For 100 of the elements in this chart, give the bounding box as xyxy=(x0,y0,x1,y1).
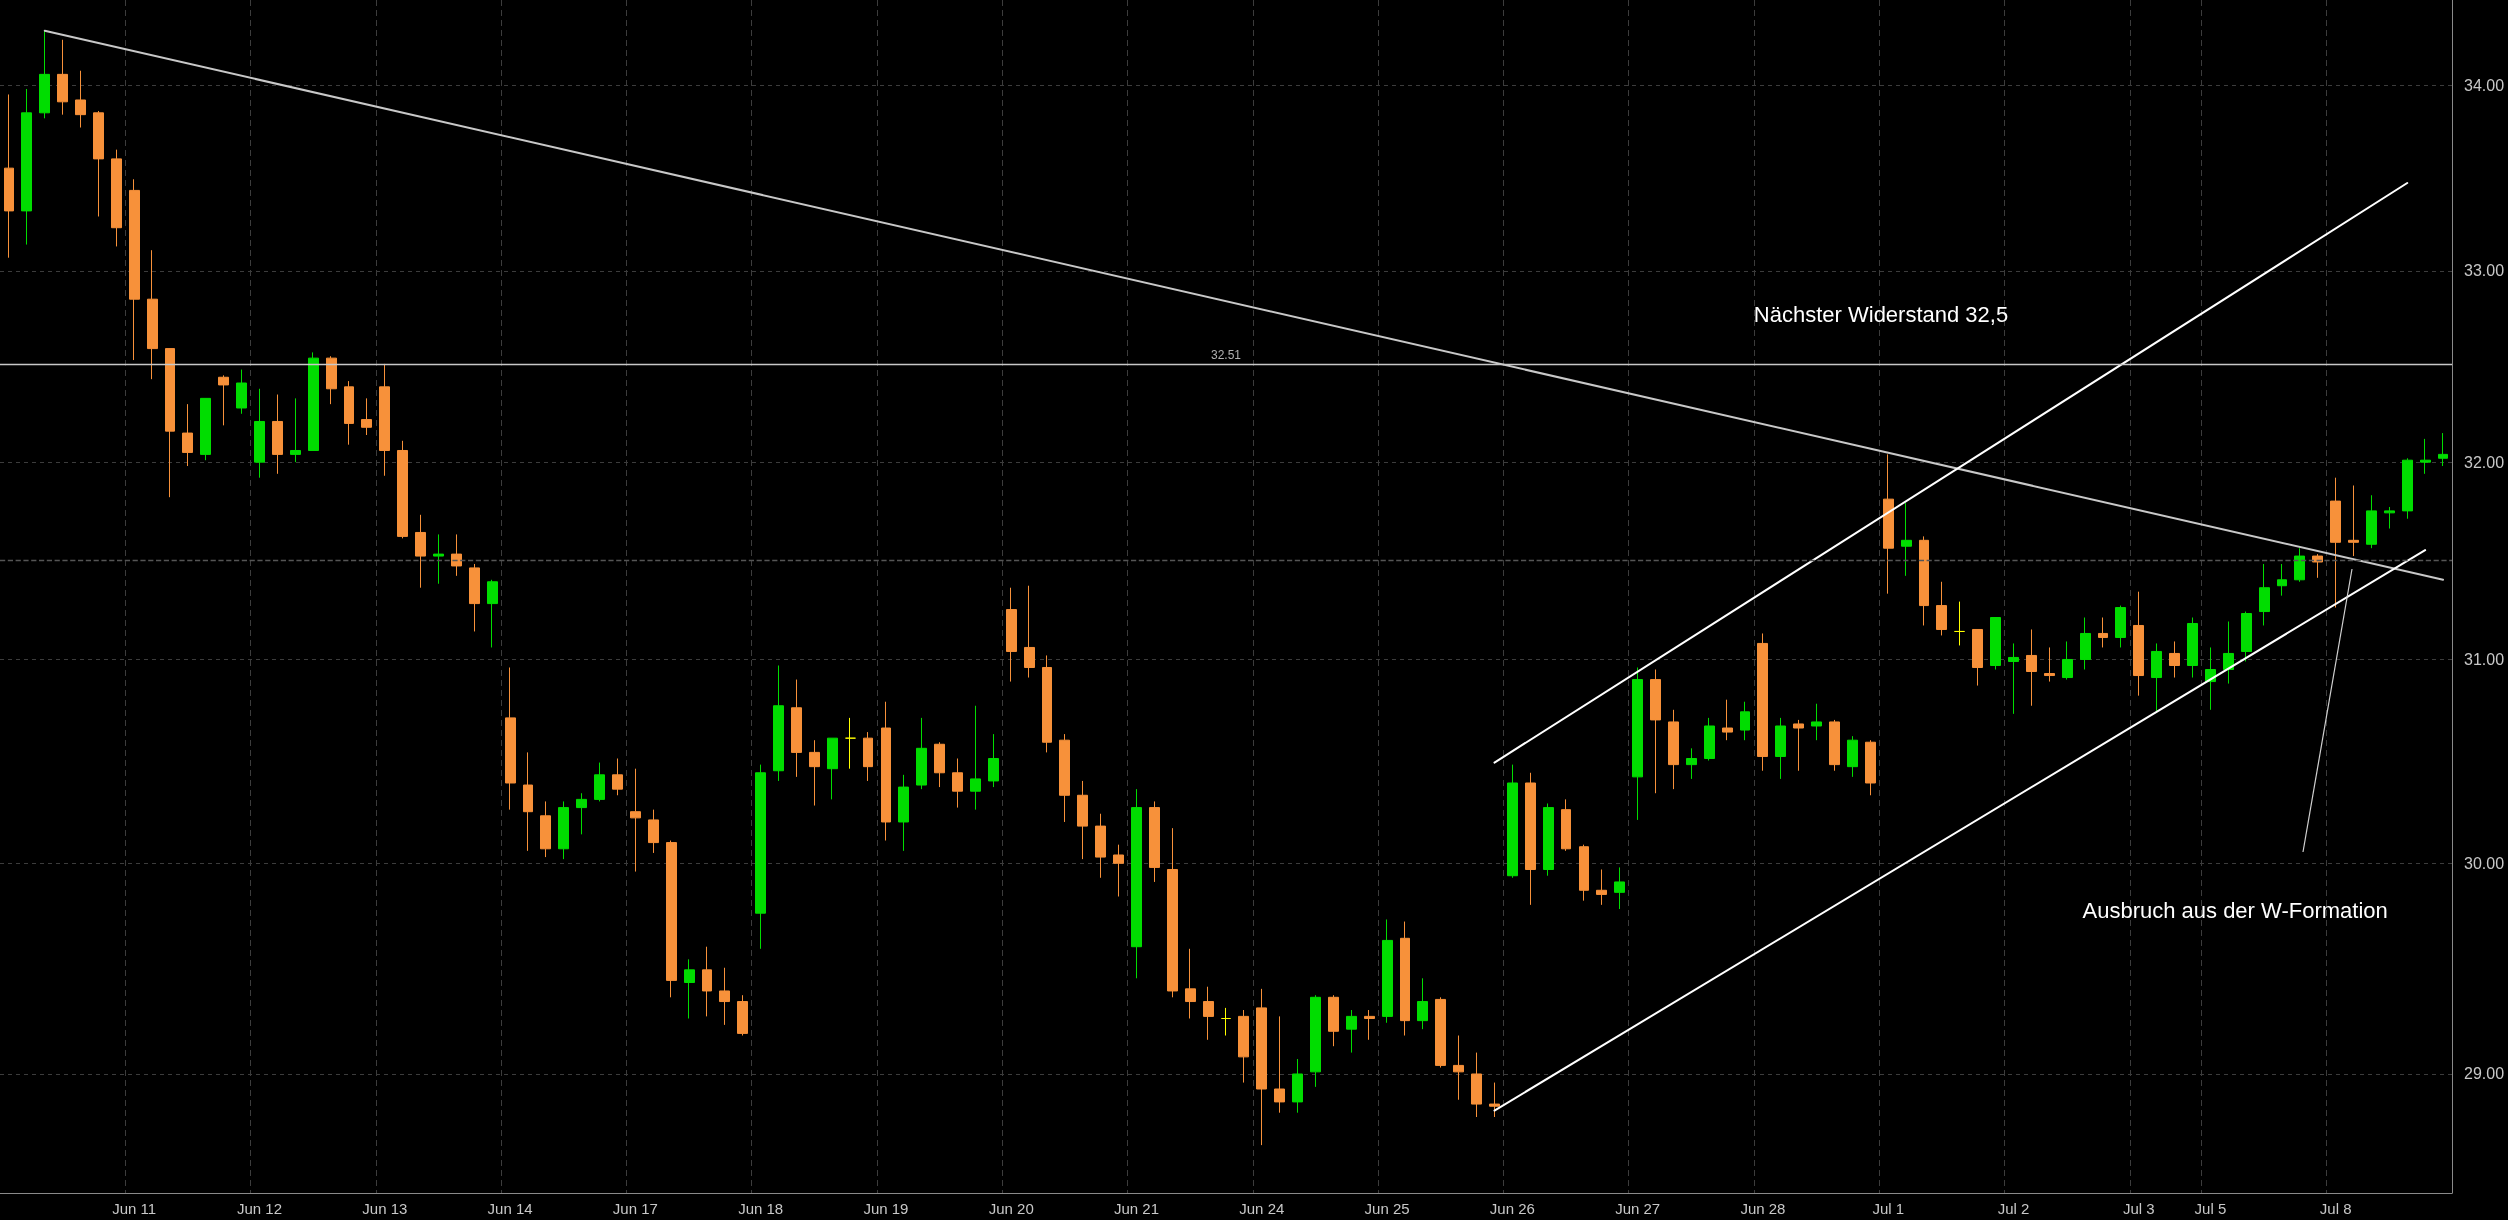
x-tick-label: Jun 11 xyxy=(112,1200,157,1217)
candlestick xyxy=(1006,587,1017,683)
candlestick xyxy=(2366,494,2377,549)
candlestick xyxy=(952,758,963,809)
candlestick xyxy=(1435,996,1446,1069)
candlestick xyxy=(1561,798,1571,852)
candlestick xyxy=(1811,703,1822,741)
candlestick xyxy=(415,514,426,589)
candlestick xyxy=(2348,484,2359,557)
candlestick xyxy=(2241,611,2252,662)
candlestick xyxy=(809,739,820,807)
candlestick xyxy=(684,958,695,1020)
candlestick xyxy=(1936,581,1947,636)
candlestick xyxy=(1704,717,1715,762)
candlestick xyxy=(755,764,766,950)
candlestick xyxy=(1167,827,1178,998)
candlestick xyxy=(558,800,569,860)
candlestick xyxy=(308,351,319,451)
candlestick xyxy=(487,579,498,648)
candlestick xyxy=(1847,735,1858,778)
candlestick xyxy=(1972,628,1983,687)
candlestick xyxy=(1579,844,1589,902)
candlestick xyxy=(200,397,211,461)
candlestick xyxy=(2169,640,2180,679)
candlestick xyxy=(1686,747,1697,780)
candlestick xyxy=(326,355,337,405)
candlestick xyxy=(2312,553,2323,579)
candlestick xyxy=(1256,988,1267,1146)
candlestick xyxy=(1024,585,1035,679)
candlestick xyxy=(2384,506,2395,530)
candlestick xyxy=(1740,701,1750,741)
candlestick xyxy=(702,946,712,1017)
candlestick xyxy=(540,800,551,858)
candlestick xyxy=(1507,764,1518,879)
candlestick xyxy=(2026,628,2037,707)
candlestick xyxy=(1274,1015,1285,1114)
candlestick xyxy=(2080,617,2091,671)
candlestick xyxy=(1990,617,2001,671)
candlestick xyxy=(1310,994,1321,1088)
candlestick xyxy=(165,348,175,498)
y-tick-label: 30.00 xyxy=(2464,854,2505,872)
x-tick-label: Jun 24 xyxy=(1239,1200,1285,1217)
x-tick-label: Jul 5 xyxy=(2194,1200,2227,1217)
x-tick-label: Jun 18 xyxy=(738,1200,784,1217)
candlestick xyxy=(505,667,516,811)
annotation: Nächster Widerstand 32,5 xyxy=(1753,302,2009,328)
candlestick xyxy=(272,394,283,475)
candlestick xyxy=(1131,788,1142,979)
candlestick xyxy=(791,679,802,778)
candlestick xyxy=(1471,1052,1482,1118)
x-tick-label: Jul 8 xyxy=(2319,1200,2352,1217)
candlestick xyxy=(737,994,748,1037)
candlestick xyxy=(2259,563,2270,626)
candlestick xyxy=(290,397,301,463)
y-tick-label: 29.00 xyxy=(2464,1065,2505,1083)
y-tick-label: 33.00 xyxy=(2464,262,2505,280)
x-tick-label: Jun 19 xyxy=(863,1200,909,1217)
candlestick xyxy=(1453,1035,1464,1101)
candlestick xyxy=(970,705,981,811)
candlestick xyxy=(129,178,140,361)
candlestick xyxy=(648,809,659,854)
candlestick xyxy=(1829,719,1840,772)
candlestick xyxy=(1954,601,1965,646)
candlestick xyxy=(93,110,104,217)
candlestick xyxy=(845,717,856,770)
candlestick xyxy=(1614,866,1625,910)
x-tick-label: Jun 13 xyxy=(362,1200,408,1217)
candlestick xyxy=(1793,719,1804,772)
candlestick xyxy=(397,440,408,539)
candlestick xyxy=(1596,868,1607,906)
candlestick xyxy=(1632,667,1643,821)
candlestick xyxy=(2115,605,2126,648)
candlestick xyxy=(1346,1009,1357,1054)
x-tick-label: Jun 17 xyxy=(612,1200,658,1217)
candlestick xyxy=(2187,617,2198,679)
candlestick xyxy=(2133,591,2144,697)
candlestick xyxy=(1185,948,1196,1020)
candlestick xyxy=(719,967,730,1026)
candlestick xyxy=(39,30,50,119)
candlestick xyxy=(147,249,158,380)
candlestick xyxy=(469,563,480,632)
candlestick xyxy=(863,731,873,782)
candlestick xyxy=(1668,709,1679,790)
candlestick xyxy=(934,741,945,788)
candlestick xyxy=(1238,1009,1249,1084)
candlestick xyxy=(666,840,677,998)
candlestick xyxy=(898,774,909,852)
candlestick xyxy=(1203,986,1214,1041)
annotation: Ausbruch aus der W-Formation xyxy=(2082,898,2388,924)
candlestick xyxy=(218,374,229,426)
candlestick xyxy=(451,533,462,577)
y-tick-label: 32.00 xyxy=(2464,453,2505,471)
candlestick xyxy=(1113,844,1124,898)
candlestick xyxy=(1543,802,1554,877)
y-tick-label: 31.00 xyxy=(2464,650,2505,668)
candlestick xyxy=(1489,1082,1500,1118)
candlestick xyxy=(379,363,390,477)
x-tick-label: Jul 1 xyxy=(1872,1200,1905,1217)
x-tick-label: Jun 21 xyxy=(1113,1200,1160,1217)
x-tick-label: Jun 20 xyxy=(988,1200,1034,1217)
